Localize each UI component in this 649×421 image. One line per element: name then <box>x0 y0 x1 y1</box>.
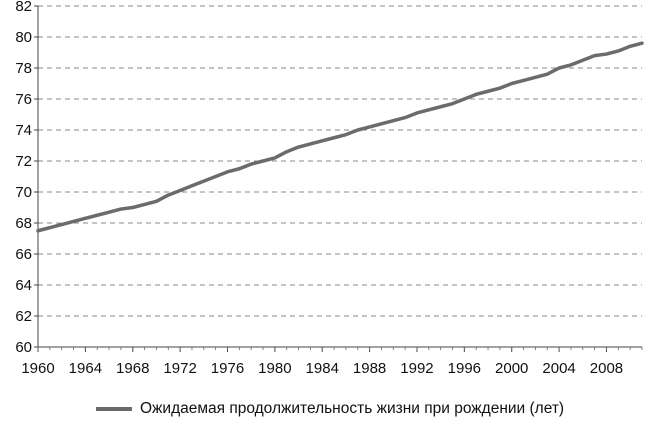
y-tick-label-64: 64 <box>15 277 32 294</box>
legend: Ожидаемая продолжительность жизни при ро… <box>96 398 564 420</box>
x-tick-label-1960: 1960 <box>21 360 54 377</box>
data-point <box>332 136 336 140</box>
series-line-0 <box>36 41 644 233</box>
data-point <box>237 167 241 171</box>
data-point <box>344 133 348 137</box>
data-point <box>391 119 395 123</box>
x-tick-label-1968: 1968 <box>116 360 149 377</box>
y-tick-label-68: 68 <box>15 215 32 232</box>
x-tick-label-1996: 1996 <box>448 360 481 377</box>
data-point <box>403 116 407 119</box>
data-point <box>498 86 502 90</box>
axes <box>37 6 642 348</box>
data-point <box>261 159 265 163</box>
y-axis-ticks: 60 62 64 66 68 70 72 74 76 78 80 82 <box>15 0 38 356</box>
y-tick-label-76: 76 <box>15 91 32 108</box>
data-point <box>380 122 383 126</box>
data-point <box>415 111 419 115</box>
x-tick-label-1984: 1984 <box>306 360 339 377</box>
y-tick-label-80: 80 <box>15 29 32 46</box>
data-point <box>356 128 360 132</box>
x-tick-label-1992: 1992 <box>400 360 433 377</box>
data-point <box>545 72 549 76</box>
gridlines <box>38 5 642 317</box>
data-point <box>462 97 466 101</box>
x-tick-label-1988: 1988 <box>353 360 386 377</box>
data-point <box>178 189 182 192</box>
legend-swatch <box>96 407 132 411</box>
data-point <box>534 75 537 79</box>
data-point <box>72 220 75 223</box>
data-point <box>569 63 573 67</box>
data-point <box>557 66 561 70</box>
data-point <box>593 54 597 57</box>
data-point <box>640 41 644 45</box>
data-point <box>297 145 300 149</box>
x-tick-label-2000: 2000 <box>495 360 528 377</box>
data-point <box>451 102 454 106</box>
y-tick-label-74: 74 <box>15 122 32 139</box>
data-point <box>616 49 620 53</box>
y-tick-label-72: 72 <box>15 153 32 170</box>
data-point <box>427 108 431 112</box>
data-point <box>285 150 289 154</box>
series-group <box>36 41 644 233</box>
data-point <box>439 105 443 109</box>
x-tick-label-2004: 2004 <box>542 360 575 377</box>
data-point <box>131 206 135 209</box>
data-point <box>308 142 312 146</box>
data-point <box>226 170 229 174</box>
data-point <box>214 175 218 178</box>
data-point <box>581 58 585 62</box>
data-point <box>605 52 608 56</box>
data-point <box>107 210 111 214</box>
data-point <box>320 139 324 143</box>
y-tick-label-70: 70 <box>15 184 32 201</box>
legend-label: Ожидаемая продолжительность жизни при ро… <box>140 400 565 417</box>
data-point <box>166 193 170 197</box>
data-point <box>202 179 206 183</box>
y-tick-label-78: 78 <box>15 60 32 77</box>
data-point <box>486 89 490 93</box>
data-point <box>36 229 40 233</box>
data-point <box>190 184 194 188</box>
x-axis-ticks: 1960 1964 1968 1972 1976 1980 1984 1988 1992 1996… <box>21 347 643 377</box>
data-point <box>119 207 123 211</box>
data-point <box>474 92 478 96</box>
x-tick-label-1980: 1980 <box>258 360 291 377</box>
data-point <box>510 82 514 85</box>
data-point <box>628 44 632 48</box>
data-point <box>249 162 253 166</box>
x-tick-label-2008: 2008 <box>590 360 623 377</box>
x-tick-label-1964: 1964 <box>69 360 102 377</box>
x-tick-label-1972: 1972 <box>163 360 196 377</box>
data-point <box>143 203 146 206</box>
data-point <box>273 156 277 160</box>
data-point <box>522 79 525 82</box>
data-point <box>48 226 52 230</box>
data-point <box>155 199 158 203</box>
data-point <box>60 223 64 226</box>
data-point <box>95 213 99 217</box>
x-tick-label-1976: 1976 <box>211 360 244 377</box>
y-tick-label-66: 66 <box>15 246 32 263</box>
data-point <box>368 125 372 129</box>
y-tick-label-60: 60 <box>15 339 32 356</box>
y-tick-label-62: 62 <box>15 308 32 325</box>
data-point <box>83 216 87 220</box>
y-tick-label-82: 82 <box>15 0 32 15</box>
